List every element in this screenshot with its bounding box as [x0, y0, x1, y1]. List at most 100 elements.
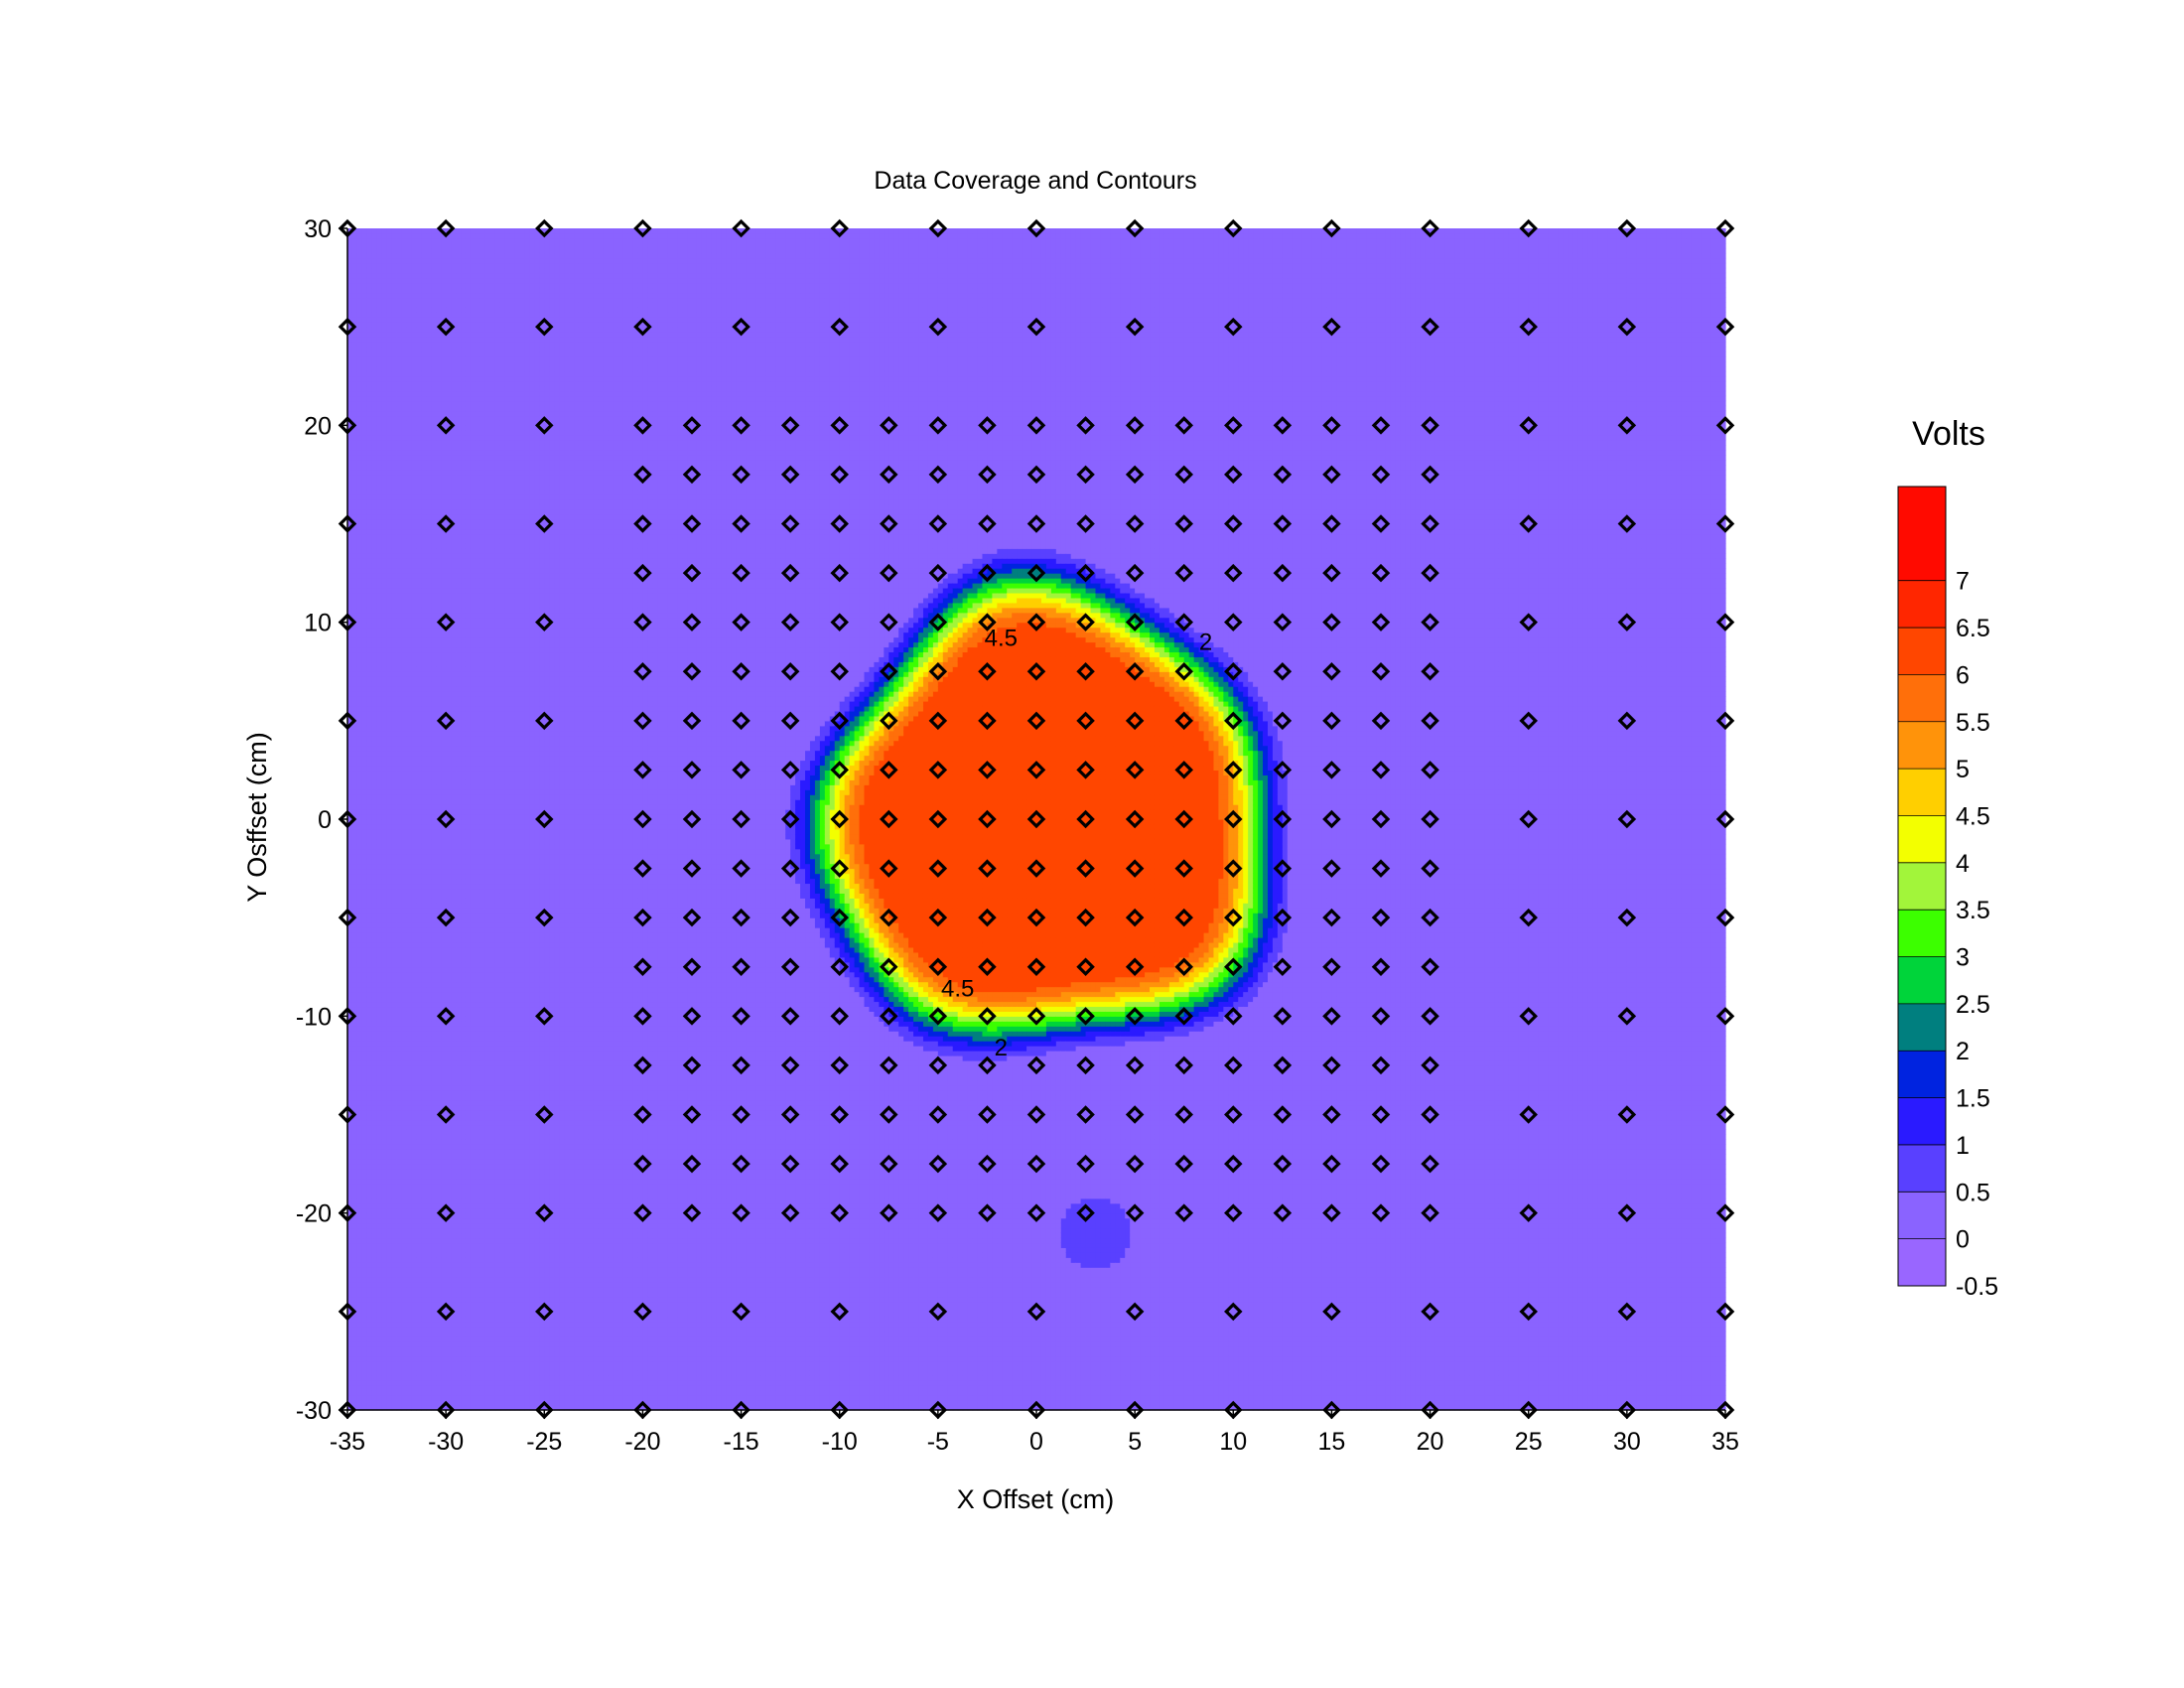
- field-cell: [347, 1332, 353, 1337]
- field-cell: [372, 819, 378, 825]
- field-cell: [357, 1001, 363, 1007]
- field-cell: [362, 1016, 368, 1022]
- field-cell: [357, 1312, 363, 1318]
- field-cell: [347, 475, 353, 481]
- field-cell: [347, 1292, 353, 1298]
- field-cell: [372, 386, 378, 392]
- field-cell: [357, 366, 363, 372]
- field-cell: [357, 1139, 363, 1145]
- field-cell: [357, 756, 363, 762]
- field-cell: [367, 312, 373, 318]
- field-cell: [352, 391, 358, 397]
- field-cell: [372, 233, 378, 239]
- field-cell: [367, 789, 373, 795]
- field-cell: [362, 888, 368, 894]
- field-cell: [357, 524, 363, 530]
- field-cell: [372, 430, 378, 436]
- field-cell: [362, 322, 368, 328]
- field-cell: [377, 1365, 383, 1371]
- field-cell: [372, 721, 378, 727]
- field-cell: [347, 263, 353, 269]
- field-cell: [362, 613, 368, 619]
- field-cell: [347, 258, 353, 264]
- field-cell: [362, 731, 368, 737]
- field-cell: [357, 460, 363, 466]
- field-cell: [357, 834, 363, 840]
- field-cell: [367, 514, 373, 520]
- field-cell: [362, 794, 368, 800]
- field-cell: [377, 942, 383, 948]
- field-cell: [367, 406, 373, 412]
- field-cell: [347, 1001, 353, 1007]
- field-cell: [352, 1001, 358, 1007]
- field-cell: [367, 1385, 373, 1391]
- field-cell: [357, 829, 363, 835]
- field-cell: [367, 435, 373, 441]
- field-cell: [357, 844, 363, 850]
- field-cell: [347, 1184, 353, 1190]
- field-cell: [357, 1277, 363, 1283]
- field-cell: [352, 578, 358, 584]
- field-cell: [372, 1051, 378, 1056]
- field-cell: [362, 874, 368, 880]
- field-cell: [367, 1065, 373, 1071]
- field-cell: [357, 425, 363, 431]
- field-cell: [357, 761, 363, 767]
- field-cell: [352, 396, 358, 402]
- field-cell: [357, 731, 363, 737]
- field-cell: [362, 450, 368, 456]
- field-cell: [377, 869, 383, 875]
- field-cell: [352, 1223, 358, 1229]
- field-cell: [362, 1065, 368, 1071]
- field-cell: [362, 1262, 368, 1268]
- field-cell: [362, 563, 368, 569]
- field-cell: [367, 751, 373, 757]
- field-cell: [347, 1134, 353, 1140]
- field-cell: [372, 1006, 378, 1012]
- field-cell: [357, 302, 363, 308]
- field-cell: [352, 376, 358, 382]
- field-cell: [362, 651, 368, 657]
- field-cell: [362, 756, 368, 762]
- field-cell: [352, 1060, 358, 1066]
- field-cell: [352, 1267, 358, 1273]
- field-cell: [377, 1208, 383, 1214]
- field-cell: [367, 676, 373, 682]
- field-cell: [367, 1075, 373, 1081]
- field-cell: [367, 1400, 373, 1406]
- field-cell: [367, 425, 373, 431]
- field-cell: [367, 1070, 373, 1076]
- field-cell: [357, 356, 363, 362]
- field-cell: [377, 879, 383, 885]
- field-cell: [367, 1085, 373, 1091]
- field-cell: [367, 524, 373, 530]
- field-cell: [352, 1174, 358, 1180]
- field-cell: [367, 347, 373, 352]
- field-cell: [367, 608, 373, 614]
- field-cell: [377, 849, 383, 855]
- field-cell: [377, 962, 383, 968]
- field-cell: [377, 1198, 383, 1204]
- field-cell: [362, 455, 368, 461]
- field-cell: [367, 1355, 373, 1361]
- field-cell: [372, 352, 378, 357]
- field-cell: [367, 741, 373, 747]
- field-cell: [357, 854, 363, 860]
- field-cell: [372, 779, 378, 785]
- field-cell: [372, 789, 378, 795]
- field-cell: [372, 633, 378, 638]
- field-cell: [347, 396, 353, 402]
- field-cell: [347, 1282, 353, 1288]
- field-cell: [362, 608, 368, 614]
- field-cell: [357, 893, 363, 899]
- field-cell: [367, 366, 373, 372]
- field-cell: [372, 1365, 378, 1371]
- field-cell: [357, 992, 363, 998]
- field-cell: [352, 273, 358, 279]
- field-cell: [347, 1252, 353, 1258]
- field-cell: [367, 686, 373, 692]
- field-cell: [357, 1144, 363, 1150]
- field-cell: [362, 253, 368, 259]
- field-cell: [347, 761, 353, 767]
- field-cell: [357, 1233, 363, 1239]
